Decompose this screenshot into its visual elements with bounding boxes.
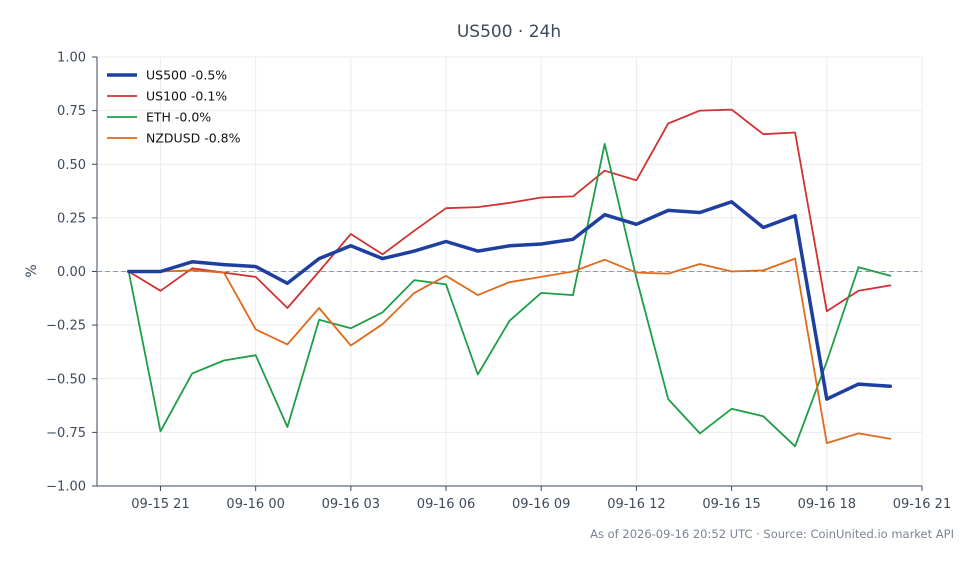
x-tick-label: 09-15 21 [131,497,189,512]
legend-label: NZDUSD -0.8% [146,131,241,146]
y-tick-label: −1.00 [46,480,86,495]
x-tick-label: 09-16 06 [417,497,475,512]
x-tick-label: 09-16 03 [322,497,380,512]
x-tick-label: 09-16 21 [893,497,951,512]
chart-title: US500 · 24h [457,22,561,42]
series-line-us100 [127,108,892,313]
legend-label: US500 -0.5% [146,68,227,83]
y-tick-label: −0.75 [46,426,86,441]
y-axis-label: % [24,264,40,277]
series-line-eth [127,142,892,448]
legend-label: ETH -0.0% [146,110,211,125]
legend-label: US100 -0.1% [146,89,227,104]
y-tick-label: 0.25 [57,211,86,226]
y-tick-label: −0.50 [46,372,86,387]
x-tick-label: 09-16 18 [798,497,856,512]
legend: US500 -0.5% US100 -0.1% ETH -0.0% NZDUSD -0… [107,68,241,146]
y-tick-label: 0.00 [57,265,86,280]
x-tick-label: 09-16 12 [607,497,665,512]
y-tick-label: −0.25 [46,319,86,334]
x-tick-label: 09-16 15 [702,497,760,512]
y-tick-label: 0.50 [57,158,86,173]
series-line-nzdusd [127,257,892,445]
x-tick-label: 09-16 00 [226,497,284,512]
y-tick-label: 0.75 [57,104,86,119]
y-tick-label: 1.00 [57,51,86,66]
axes-layer: −1.00 −0.75 −0.50 −0.25 0.00 0.25 0.50 0.75 1.00… [46,51,951,513]
series-line-us500 [126,200,893,401]
source-footer: As of 2026-09-16 20:52 UTC · Source: Coi… [590,527,954,541]
x-tick-label: 09-16 09 [512,497,570,512]
series-layer [126,108,893,448]
